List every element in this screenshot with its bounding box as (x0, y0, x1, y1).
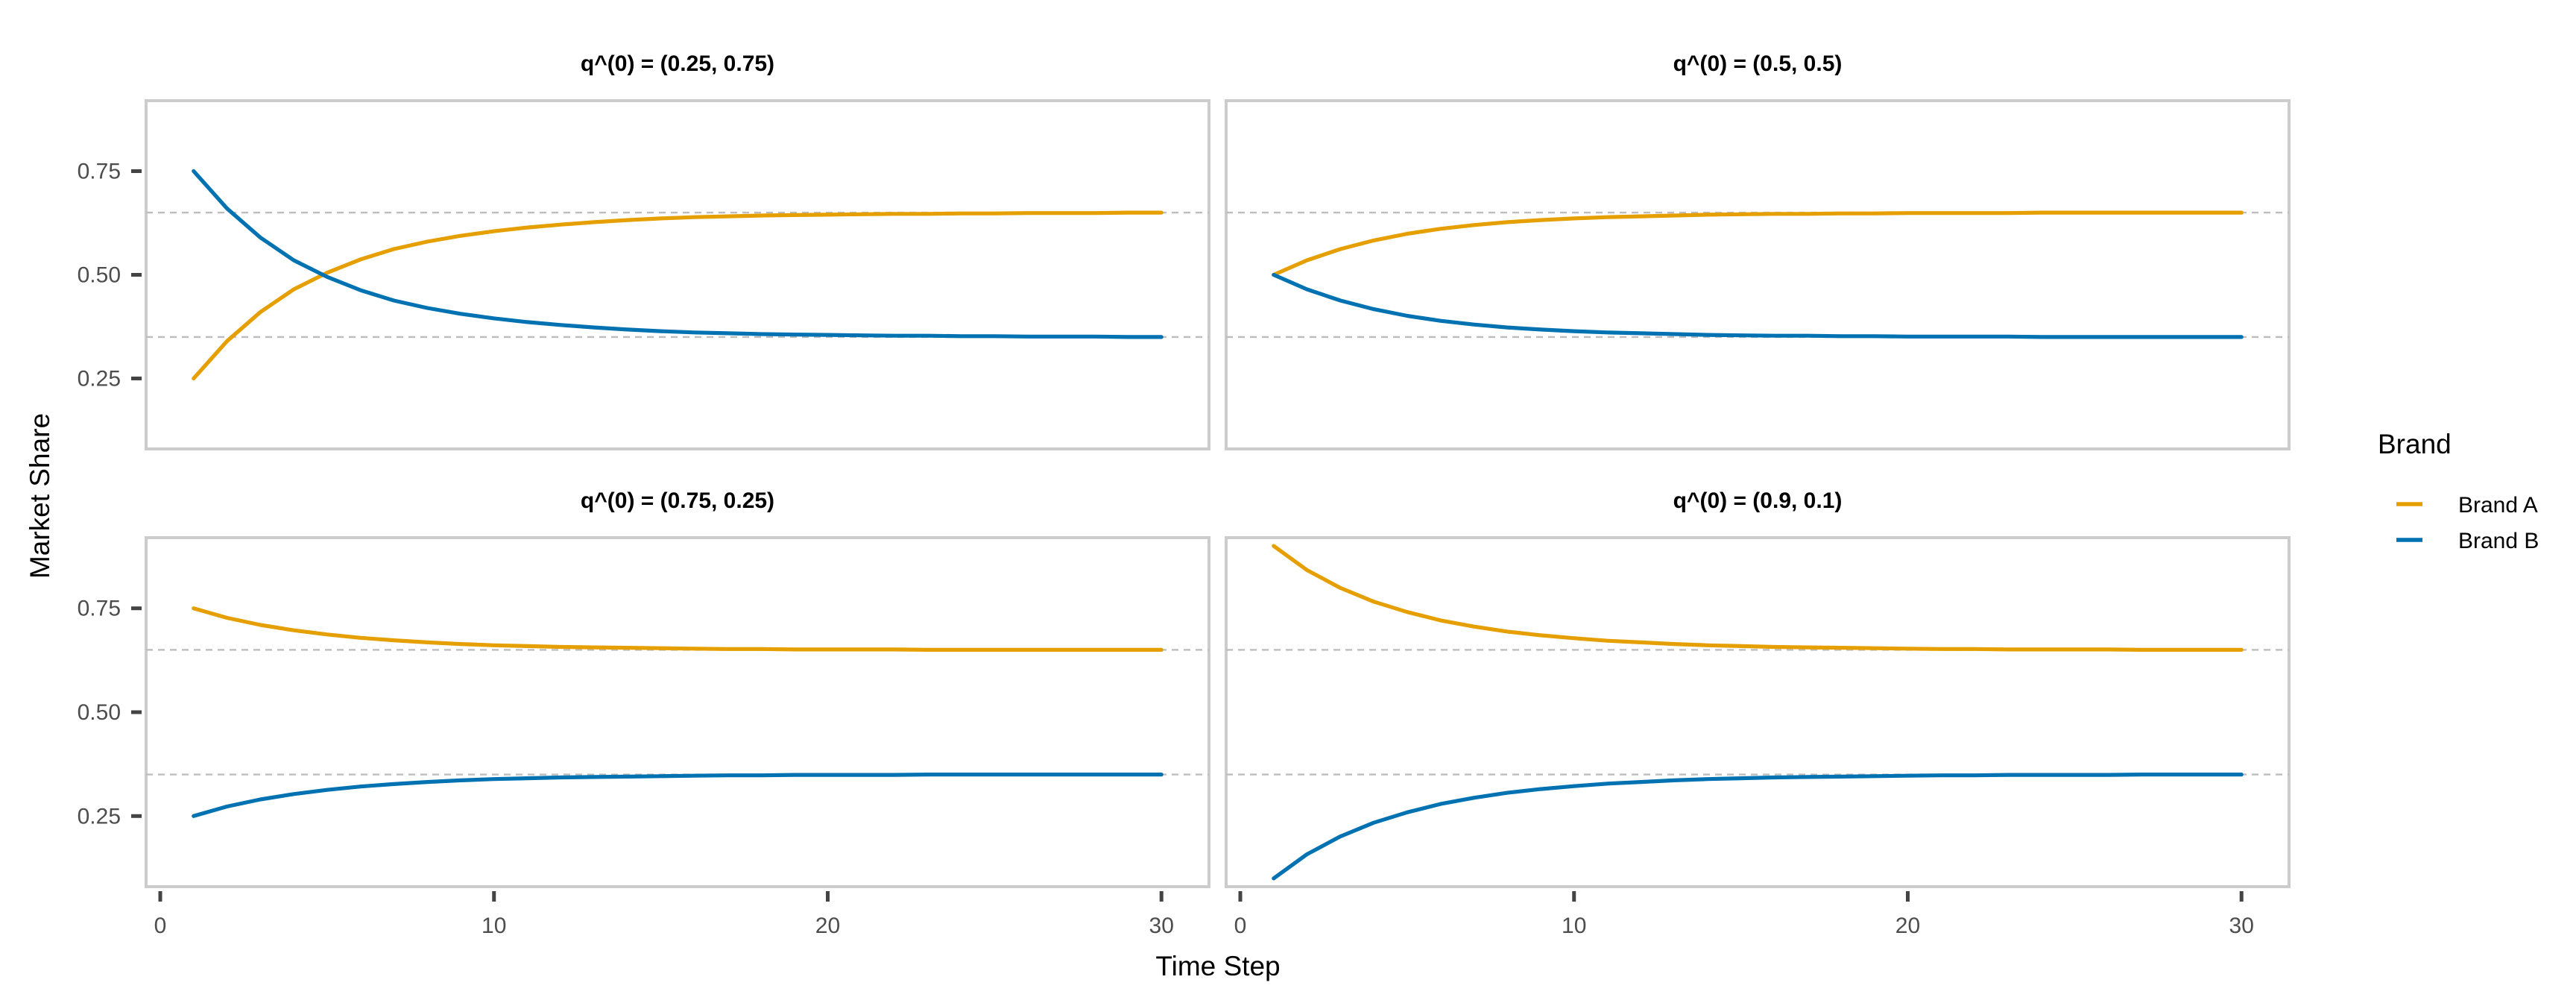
y-tick-label: 0.50 (78, 700, 121, 725)
series-line-brand-b (192, 169, 1164, 339)
legend: Brand Brand A Brand B (2378, 429, 2539, 553)
panel-4: q^(0) = (0.9, 0.1) (1225, 488, 2291, 888)
y-tick-label: 0.50 (78, 263, 121, 288)
series-line-brand-a (192, 210, 1164, 381)
series-line-brand-a (192, 606, 1164, 653)
panel-border (145, 536, 1210, 888)
series-line-brand-b (1272, 772, 2244, 881)
series-line-brand-b (1272, 272, 2244, 339)
y-tick-label: 0.25 (78, 366, 121, 391)
panel-border (1225, 99, 2291, 450)
y-tick-label: 0.75 (78, 160, 121, 184)
legend-item-brand-b: Brand B (2396, 529, 2539, 553)
x-tick-label: 30 (1149, 914, 1174, 938)
panel-3: q^(0) = (0.75, 0.25) (145, 488, 1210, 888)
series-line-brand-a (1272, 544, 2244, 653)
panel-title: q^(0) = (0.25, 0.75) (581, 51, 774, 76)
series-line-brand-a (1272, 210, 2244, 277)
x-tick-label: 20 (1895, 914, 1920, 938)
panel-title: q^(0) = (0.75, 0.25) (581, 488, 774, 513)
panel-1: q^(0) = (0.25, 0.75) (145, 51, 1210, 450)
legend-item-brand-a: Brand A (2396, 493, 2538, 518)
y-axis-title: Market Share (25, 413, 55, 579)
y-tick-label: 0.75 (78, 597, 121, 621)
x-axis-title: Time Step (1155, 951, 1280, 981)
series-line-brand-b (192, 772, 1164, 818)
x-tick-label: 20 (815, 914, 840, 938)
panel-border (1225, 536, 2291, 888)
x-tick-label: 0 (154, 914, 167, 938)
x-tick-label: 30 (2229, 914, 2254, 938)
legend-title: Brand (2378, 429, 2452, 459)
legend-label: Brand B (2458, 529, 2539, 553)
panel-border (145, 99, 1210, 450)
x-tick-label: 10 (1562, 914, 1586, 938)
x-tick-label: 10 (482, 914, 506, 938)
x-tick-label: 0 (1234, 914, 1247, 938)
y-tick-label: 0.25 (78, 804, 121, 829)
legend-label: Brand A (2458, 493, 2538, 518)
panel-title: q^(0) = (0.9, 0.1) (1673, 488, 1843, 513)
panel-title: q^(0) = (0.5, 0.5) (1673, 51, 1843, 76)
panel-2: q^(0) = (0.5, 0.5) (1225, 51, 2291, 450)
